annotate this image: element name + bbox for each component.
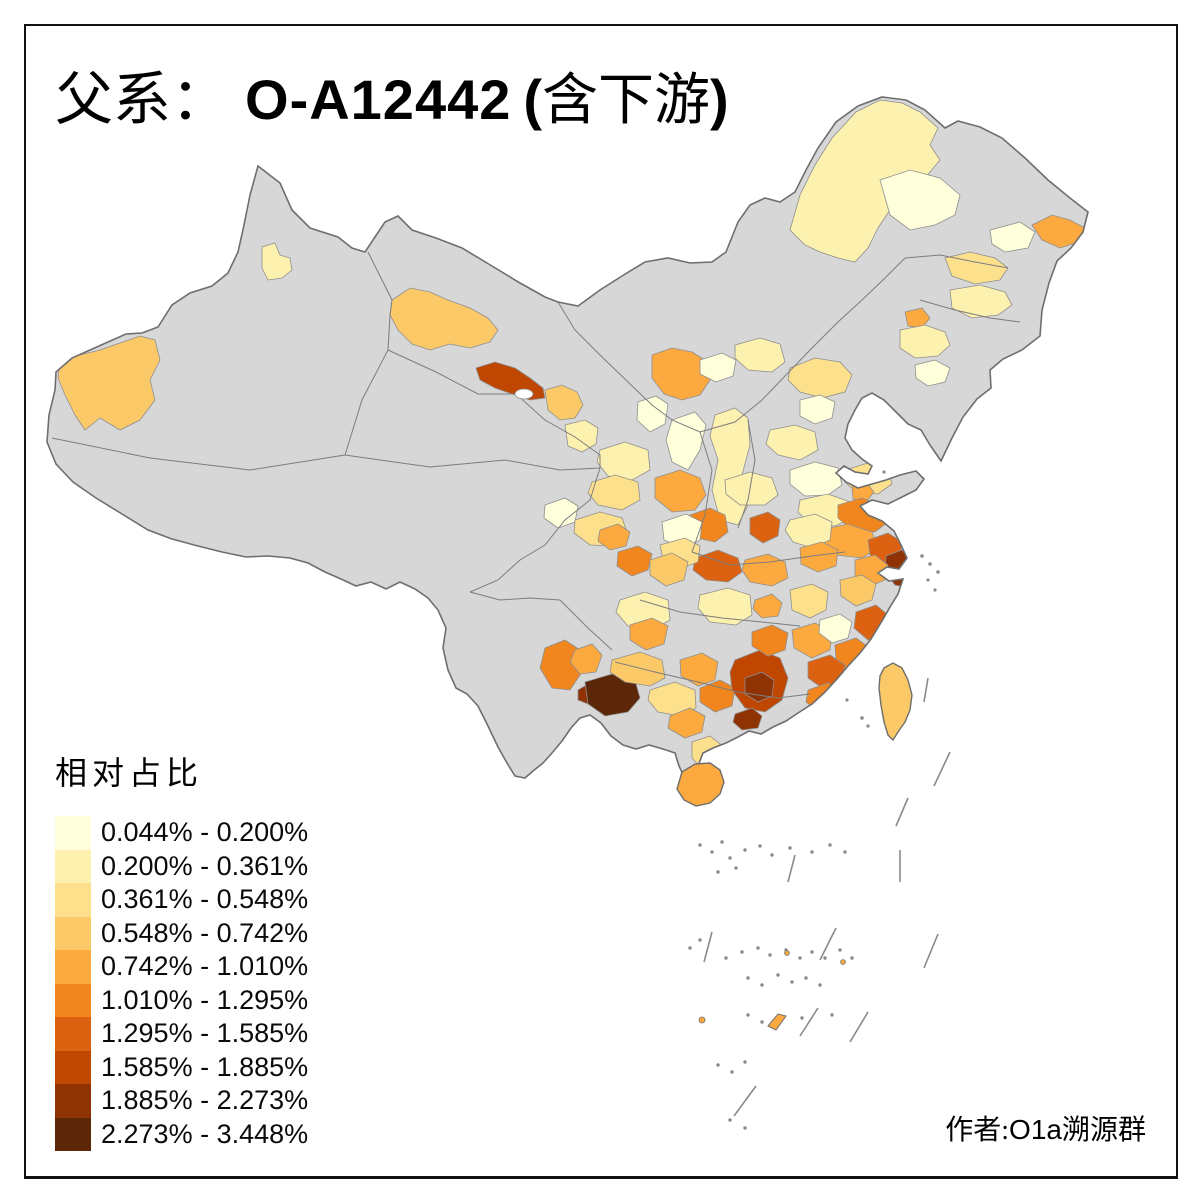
legend-row: 0.200% - 0.361% [55,849,309,883]
map-region [749,511,781,544]
map-region [741,553,789,587]
legend-swatch [55,1117,91,1151]
map-region [692,549,743,583]
legend-swatch [55,849,91,883]
map-region [818,613,853,644]
legend-label: 1.885% - 2.273% [101,1085,309,1116]
map-region [699,352,737,383]
legend-swatch [55,816,91,850]
map-region [799,541,839,573]
legend-row: 1.585% - 1.885% [55,1050,309,1084]
legend-label: 1.585% - 1.885% [101,1051,309,1082]
legend-label: 2.273% - 3.448% [101,1118,309,1149]
legend-label: 1.010% - 1.295% [101,984,309,1015]
legend-row: 1.295% - 1.585% [55,1017,308,1051]
author-credit: 作者:O1a溯源群 [945,1108,1146,1148]
legend-row: 1.885% - 2.273% [55,1084,308,1118]
map-region [699,679,736,713]
map-region [564,419,599,453]
map-region [587,474,641,511]
map-region [765,424,819,461]
legend-label: 0.200% - 0.361% [101,850,309,881]
legend-swatch [55,983,91,1017]
map-region [609,651,666,687]
qinghai-lake [514,388,534,400]
map-region [904,307,931,329]
map-region [389,287,499,351]
map-region [629,617,669,651]
map-region [654,469,707,513]
map-region [724,471,779,506]
legend-label: 0.044% - 0.200% [101,817,309,848]
legend-row: 0.548% - 0.742% [55,916,309,950]
map-region [789,461,843,497]
map-region [787,357,853,399]
legend-row: 0.044% - 0.200% [55,816,308,850]
title-haplogroup-code: O-A12442 [245,68,512,131]
author-label: 作者: [945,1115,1010,1146]
legend-row: 0.742% - 1.010% [55,950,308,984]
legend-swatch [55,916,91,950]
coastal-islets [845,470,940,728]
south-china-sea-islands [688,677,951,1130]
legend-row: 2.273% - 3.448% [55,1117,309,1151]
map-region [636,395,669,433]
map-region [665,411,707,471]
map-region [944,251,1009,285]
legend-row: 0.361% - 0.548% [55,883,308,917]
legend-label: 0.742% - 1.010% [101,951,309,982]
title-suffix-cjk: 含下游 [542,70,711,132]
map-region [679,652,719,687]
map-region [789,583,829,619]
map-region [261,242,293,281]
author-org-latin: O1a [1009,1114,1062,1145]
map-region [752,593,783,619]
map-region [734,337,786,373]
legend: 相对占比 0.044% - 0.200% 0.200% - 0.361% 0.3… [55,748,308,1151]
taiwan-island [878,662,913,742]
map-region [616,545,653,577]
region-layer [57,99,1086,771]
map-region [544,384,584,421]
legend-row: 1.010% - 1.295% [55,983,309,1017]
map-region [651,347,711,401]
legend-label: 1.295% - 1.585% [101,1018,309,1049]
map-region [597,523,631,551]
title-paren-open: ( [523,68,543,131]
map-region [989,221,1036,253]
legend-label: 0.548% - 0.742% [101,917,309,948]
legend-swatch [55,950,91,984]
title-paren-close: ) [710,68,729,131]
map-region [569,643,603,675]
map-region [661,513,703,549]
province-borders [51,251,1021,699]
map-region [899,324,951,359]
legend-swatch [55,1050,91,1084]
legend-title: 相对占比 [55,755,204,791]
map-region [57,335,161,431]
map-region [839,574,877,607]
map-region [799,394,836,425]
page-title: 父系： O-A12442 (含下游) [55,52,729,136]
map-region [649,552,689,587]
legend-label: 0.361% - 0.548% [101,884,309,915]
author-org-cjk: 溯源群 [1061,1115,1146,1146]
map-region [914,359,951,387]
map-region [667,707,706,739]
legend-swatch [55,1084,91,1118]
legend-swatch [55,883,91,917]
map-region [539,639,583,691]
map-region [879,169,961,231]
map-region [596,441,651,481]
hainan-island [676,762,725,807]
title-prefix: 父系： [55,67,230,132]
legend-swatch [55,1017,91,1051]
map-region [751,624,789,657]
map-region [732,707,763,731]
map-region [789,99,941,263]
